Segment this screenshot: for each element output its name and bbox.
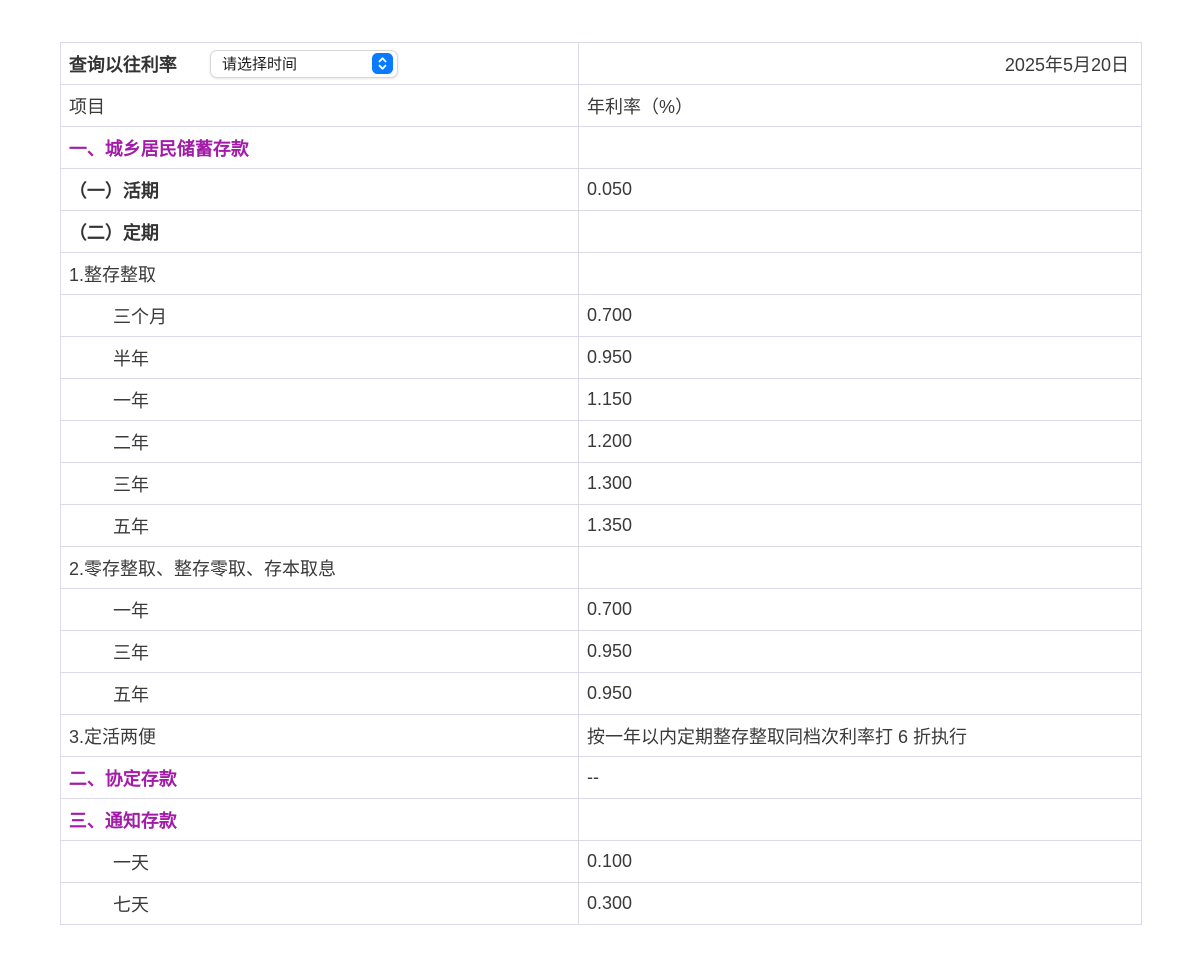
row-value: 1.200 (578, 420, 1142, 463)
row-value: 0.950 (578, 630, 1142, 673)
table-row: 二年 1.200 (60, 420, 1142, 463)
row-value: 1.150 (578, 378, 1142, 421)
table-row: 一年 0.700 (60, 588, 1142, 631)
row-value (578, 546, 1142, 589)
table-row: 2.零存整取、整存零取、存本取息 (60, 546, 1142, 589)
row-label: 一年 (60, 378, 579, 421)
row-value (578, 126, 1142, 169)
chevron-up-down-icon (372, 53, 393, 74)
row-label: 三、通知存款 (60, 798, 579, 841)
row-value: 0.300 (578, 882, 1142, 925)
column-header-item: 项目 (60, 84, 579, 127)
row-label: 三年 (60, 630, 579, 673)
query-row: 查询以往利率 请选择时间 2025年5月20日 (60, 42, 1142, 85)
column-header-rate: 年利率（%） (578, 84, 1142, 127)
table-row: 五年 1.350 (60, 504, 1142, 547)
row-value: -- (578, 756, 1142, 799)
table-row: 三个月 0.700 (60, 294, 1142, 337)
table-row: 一、城乡居民储蓄存款 (60, 126, 1142, 169)
row-label: 2.零存整取、整存零取、存本取息 (60, 546, 579, 589)
table-row: 七天 0.300 (60, 882, 1142, 925)
row-value: 1.350 (578, 504, 1142, 547)
row-label: 五年 (60, 672, 579, 715)
table-row: 二、协定存款 -- (60, 756, 1142, 799)
row-value: 0.050 (578, 168, 1142, 211)
row-label: （二）定期 (60, 210, 579, 253)
row-value: 0.700 (578, 588, 1142, 631)
table-row: 一年 1.150 (60, 378, 1142, 421)
table-row: 三、通知存款 (60, 798, 1142, 841)
row-value (578, 798, 1142, 841)
row-label: 半年 (60, 336, 579, 379)
row-label: 五年 (60, 504, 579, 547)
row-value: 1.300 (578, 462, 1142, 505)
table-row: 一天 0.100 (60, 840, 1142, 883)
row-label: 3.定活两便 (60, 714, 579, 757)
table-row: 半年 0.950 (60, 336, 1142, 379)
row-value: 0.950 (578, 336, 1142, 379)
row-value: 按一年以内定期整存整取同档次利率打 6 折执行 (578, 714, 1142, 757)
time-select[interactable]: 请选择时间 (210, 49, 398, 78)
row-label: 三个月 (60, 294, 579, 337)
query-cell: 查询以往利率 请选择时间 (60, 42, 579, 85)
row-value: 0.700 (578, 294, 1142, 337)
current-date: 2025年5月20日 (578, 42, 1142, 85)
row-value: 0.100 (578, 840, 1142, 883)
table-row: 三年 0.950 (60, 630, 1142, 673)
interest-rate-table: 查询以往利率 请选择时间 2025年5月20日 项目 年利率（% (60, 42, 1142, 925)
row-label: 三年 (60, 462, 579, 505)
row-label: 二、协定存款 (60, 756, 579, 799)
row-value: 0.950 (578, 672, 1142, 715)
row-label: 一、城乡居民储蓄存款 (60, 126, 579, 169)
row-label: 1.整存整取 (60, 252, 579, 295)
query-label: 查询以往利率 (69, 54, 177, 75)
row-label: 一年 (60, 588, 579, 631)
table-row: 三年 1.300 (60, 462, 1142, 505)
time-select-value: 请选择时间 (222, 56, 298, 73)
table-row: 3.定活两便 按一年以内定期整存整取同档次利率打 6 折执行 (60, 714, 1142, 757)
table-row: （一）活期 0.050 (60, 168, 1142, 211)
table-row: 1.整存整取 (60, 252, 1142, 295)
row-label: 一天 (60, 840, 579, 883)
column-header-row: 项目 年利率（%） (60, 84, 1142, 127)
row-label: 七天 (60, 882, 579, 925)
row-label: 二年 (60, 420, 579, 463)
row-value (578, 252, 1142, 295)
table-row: 五年 0.950 (60, 672, 1142, 715)
row-label: （一）活期 (60, 168, 579, 211)
row-value (578, 210, 1142, 253)
table-row: （二）定期 (60, 210, 1142, 253)
